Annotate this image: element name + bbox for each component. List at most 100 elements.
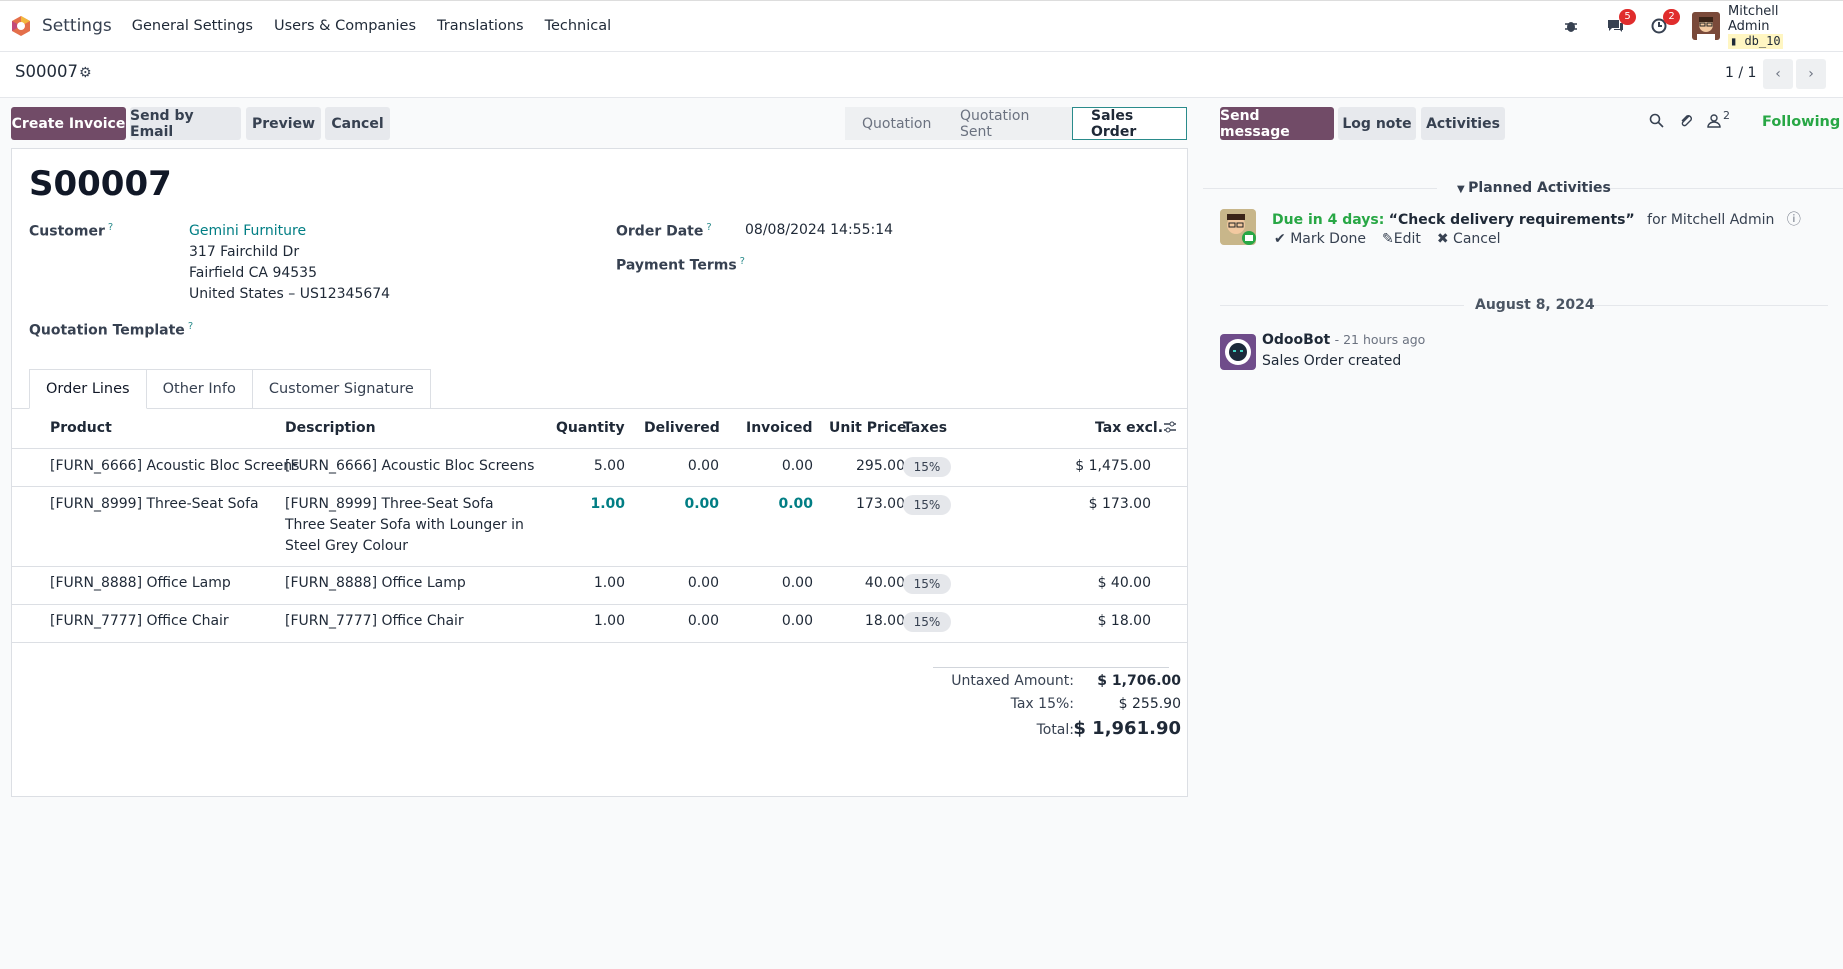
row-2-description-line3[interactable]: Steel Grey Colour (285, 538, 409, 554)
optional-columns-toggle-icon[interactable] (1162, 419, 1178, 439)
order-date-label: Order Date? (616, 222, 712, 240)
col-invoiced[interactable]: Invoiced (746, 420, 813, 436)
order-date-value[interactable]: 08/08/2024 14:55:14 (745, 222, 894, 238)
row-1-unit-price[interactable]: 295.00 (856, 458, 905, 474)
help-icon[interactable]: ? (107, 222, 114, 233)
col-product[interactable]: Product (50, 420, 112, 436)
row-2-unit-price[interactable]: 173.00 (856, 496, 905, 512)
col-tax-excl[interactable]: Tax excl. (1095, 420, 1164, 436)
row-2-tax-badge[interactable]: 15% (903, 495, 951, 515)
customer-link[interactable]: Gemini Furniture (189, 223, 307, 239)
row-4-unit-price[interactable]: 18.00 (864, 613, 905, 629)
col-quantity[interactable]: Quantity (556, 420, 625, 436)
row-4-tax-badge[interactable]: 15% (903, 612, 951, 632)
menu-technical[interactable]: Technical (544, 18, 612, 34)
activities-badge: 2 (1663, 9, 1680, 25)
row-3-delivered[interactable]: 0.00 (687, 575, 719, 591)
date-separator: August 8, 2024 (1475, 297, 1595, 313)
row-3-product[interactable]: [FURN_8888] Office Lamp (50, 575, 231, 591)
pager-next-button[interactable]: › (1796, 59, 1826, 89)
row-1-tax-badge[interactable]: 15% (903, 457, 951, 477)
message-author[interactable]: OdooBot (1262, 332, 1331, 348)
gear-icon[interactable]: ⚙ (79, 65, 92, 81)
search-icon[interactable] (1649, 113, 1664, 132)
menu-users-companies[interactable]: Users & Companies (273, 18, 417, 34)
following-button[interactable]: Following (1762, 114, 1841, 130)
customer-address-line2: Fairfield CA 94535 (189, 265, 317, 281)
app-name[interactable]: Settings (42, 16, 112, 36)
followers-count: 2 (1723, 109, 1730, 122)
row-3-description[interactable]: [FURN_8888] Office Lamp (285, 575, 466, 591)
cancel-order-button[interactable]: Cancel (325, 107, 390, 140)
customer-label: Customer? (29, 222, 113, 240)
stage-quotation-sent[interactable]: Quotation Sent (942, 107, 1072, 140)
pencil-icon: ✎ (1382, 231, 1394, 247)
col-taxes[interactable]: Taxes (903, 420, 948, 436)
followers-icon[interactable] (1707, 113, 1721, 132)
debug-bug-icon[interactable] (1560, 15, 1582, 37)
stage-quotation[interactable]: Quotation (845, 107, 942, 140)
planned-activities-title: Planned Activities (1468, 180, 1611, 196)
preview-button[interactable]: Preview (246, 107, 321, 140)
row-divider (12, 486, 1187, 487)
row-3-tax-badge[interactable]: 15% (903, 574, 951, 594)
chevron-right-icon: › (1808, 66, 1814, 82)
activities-button[interactable]: Activities (1421, 107, 1505, 140)
col-description[interactable]: Description (285, 420, 376, 436)
row-4-product[interactable]: [FURN_7777] Office Chair (50, 613, 229, 629)
row-2-quantity[interactable]: 1.00 (590, 496, 625, 512)
paperclip-icon[interactable] (1679, 113, 1694, 132)
row-1-quantity[interactable]: 5.00 (593, 458, 625, 474)
row-2-invoiced: 0.00 (778, 496, 813, 512)
tab-order-lines[interactable]: Order Lines (29, 369, 147, 409)
row-2-description-line1[interactable]: [FURN_8999] Three-Seat Sofa (285, 496, 494, 512)
row-4-delivered[interactable]: 0.00 (687, 613, 719, 629)
col-delivered[interactable]: Delivered (644, 420, 720, 436)
tab-customer-signature[interactable]: Customer Signature (252, 369, 431, 409)
stage-sales-order[interactable]: Sales Order (1072, 107, 1187, 140)
odoo-logo-icon[interactable] (10, 15, 32, 37)
row-4-quantity[interactable]: 1.00 (593, 613, 625, 629)
user-menu[interactable]: Mitchell Admin ▮ db_10 (1728, 4, 1823, 49)
help-icon[interactable]: ? (187, 321, 194, 332)
tab-other-info[interactable]: Other Info (146, 369, 253, 409)
user-avatar[interactable] (1692, 12, 1720, 40)
message-body: Sales Order created (1262, 353, 1402, 369)
activity-user-avatar[interactable] (1220, 209, 1256, 245)
planned-separator-left (1203, 188, 1437, 189)
help-icon[interactable]: ? (739, 256, 745, 267)
row-3-quantity[interactable]: 1.00 (593, 575, 625, 591)
help-icon[interactable]: ? (706, 222, 712, 233)
row-2-product[interactable]: [FURN_8999] Three-Seat Sofa (50, 496, 259, 512)
log-note-button[interactable]: Log note (1338, 107, 1416, 140)
row-1-description[interactable]: [FURN_6666] Acoustic Bloc Screens (285, 458, 535, 474)
pager-value[interactable]: 1 / 1 (1725, 65, 1757, 81)
pager-previous-button[interactable]: ‹ (1763, 59, 1793, 89)
planned-activities-toggle[interactable]: ▼ Planned Activities (1457, 180, 1611, 196)
row-2-description-line2[interactable]: Three Seater Sofa with Lounger in (285, 517, 524, 533)
row-4-subtotal: $ 18.00 (1097, 613, 1151, 629)
cancel-activity-button[interactable]: ✖ Cancel (1437, 231, 1501, 247)
order-title: S00007 (29, 164, 172, 204)
odoobot-avatar[interactable] (1220, 334, 1256, 370)
menu-general-settings[interactable]: General Settings (131, 18, 253, 34)
row-3-unit-price[interactable]: 40.00 (864, 575, 905, 591)
row-4-description[interactable]: [FURN_7777] Office Chair (285, 613, 464, 629)
caret-down-icon: ▼ (1457, 184, 1469, 195)
send-message-button[interactable]: Send message (1220, 107, 1334, 140)
mark-done-button[interactable]: ✔ Mark Done (1274, 231, 1366, 247)
edit-activity-button[interactable]: ✎Edit (1382, 231, 1421, 247)
activities-clock-icon[interactable]: 2 (1648, 9, 1680, 37)
messages-icon[interactable]: 5 (1604, 9, 1636, 37)
info-icon[interactable]: ⓘ (1786, 212, 1801, 228)
activity-summary: “Check delivery requirements” (1388, 212, 1635, 228)
row-1-product[interactable]: [FURN_6666] Acoustic Bloc Screens (50, 458, 300, 474)
mark-done-label: Mark Done (1290, 231, 1366, 247)
menu-translations[interactable]: Translations (437, 18, 524, 34)
row-1-delivered[interactable]: 0.00 (687, 458, 719, 474)
row-2-delivered[interactable]: 0.00 (684, 496, 719, 512)
create-invoice-button[interactable]: Create Invoice (11, 107, 126, 140)
send-by-email-button[interactable]: Send by Email (130, 107, 241, 140)
col-unit-price[interactable]: Unit Price (829, 420, 907, 436)
database-name-text: db_10 (1744, 33, 1781, 48)
